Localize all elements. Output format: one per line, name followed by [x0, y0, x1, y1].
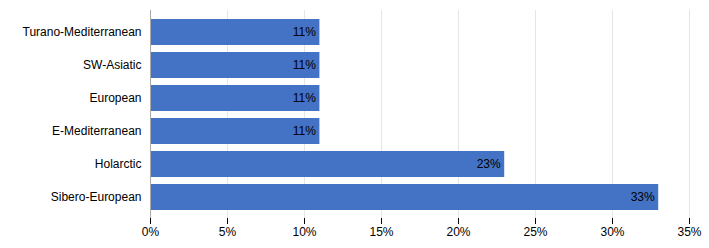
svg-text:33%: 33%: [631, 190, 655, 204]
svg-text:35%: 35%: [677, 225, 701, 239]
svg-text:Holarctic: Holarctic: [95, 157, 142, 171]
svg-text:Sibero-European: Sibero-European: [51, 190, 142, 204]
svg-text:11%: 11%: [293, 25, 316, 39]
svg-text:SW-Asiatic: SW-Asiatic: [83, 58, 141, 72]
svg-text:11%: 11%: [293, 91, 316, 105]
svg-text:25%: 25%: [523, 225, 547, 239]
svg-text:11%: 11%: [293, 58, 316, 72]
svg-text:Turano-Mediterranean: Turano-Mediterranean: [23, 25, 142, 39]
svg-text:0%: 0%: [142, 225, 160, 239]
svg-text:23%: 23%: [477, 157, 501, 171]
svg-text:5%: 5%: [219, 225, 237, 239]
svg-text:E-Mediterranean: E-Mediterranean: [52, 124, 141, 138]
svg-text:15%: 15%: [369, 225, 393, 239]
svg-text:11%: 11%: [293, 124, 316, 138]
svg-text:30%: 30%: [600, 225, 624, 239]
svg-text:European: European: [89, 91, 141, 105]
svg-text:10%: 10%: [292, 225, 316, 239]
svg-text:20%: 20%: [446, 225, 470, 239]
